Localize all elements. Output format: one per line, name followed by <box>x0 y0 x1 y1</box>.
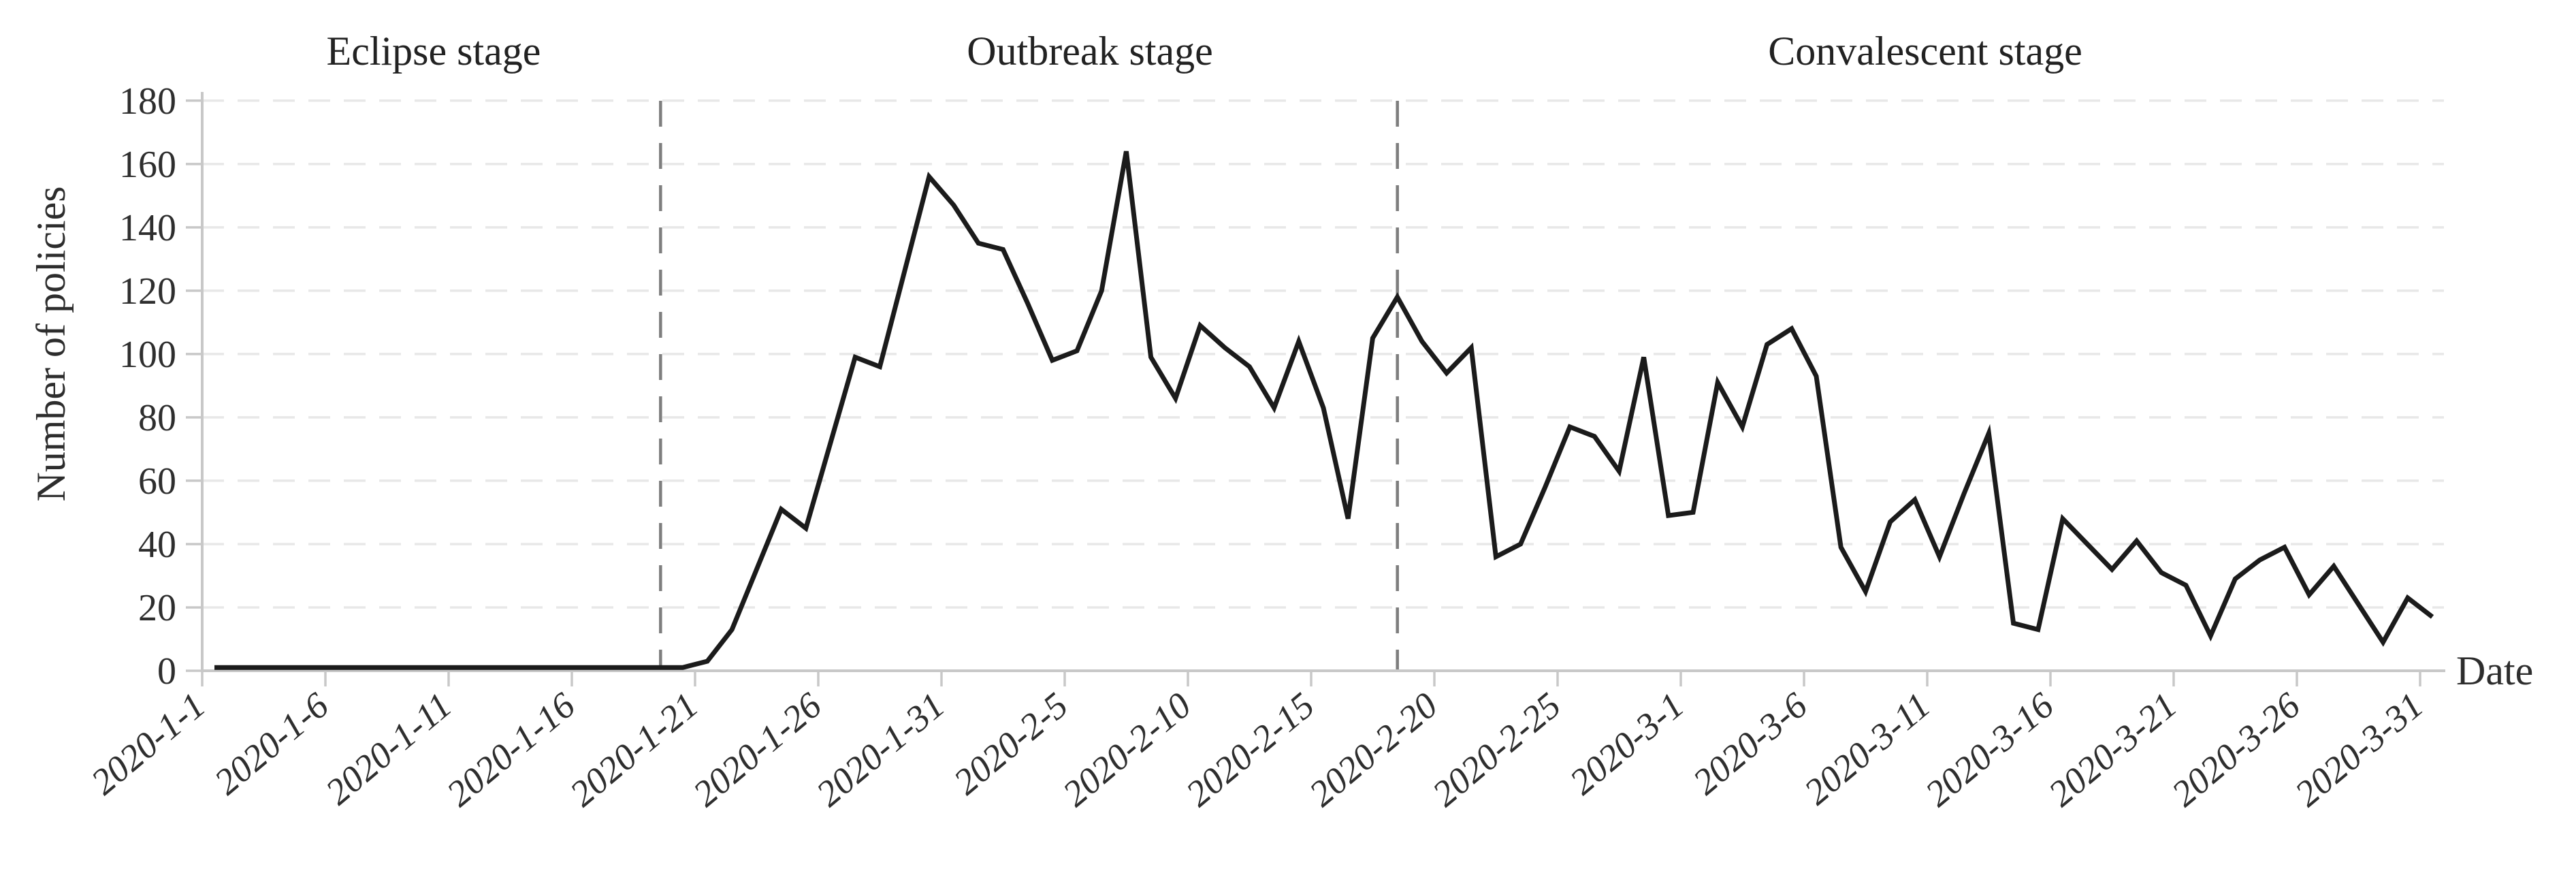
stage-label-outbreak: Outbreak stage <box>967 29 1213 74</box>
x-tick-label: 2020-1-11 <box>318 684 460 812</box>
y-axis-title: Number of policies <box>29 186 74 501</box>
y-tick-label: 80 <box>138 397 176 439</box>
number-of-policies-line <box>214 150 2434 670</box>
x-axis-ticks: 2020-1-12020-1-62020-1-112020-1-162020-1… <box>83 671 2431 814</box>
x-tick-label: 2020-2-25 <box>1425 684 1568 814</box>
x-tick-label: 2020-3-1 <box>1562 684 1691 802</box>
x-tick-label: 2020-2-10 <box>1055 684 1199 814</box>
y-tick-label: 60 <box>138 460 176 503</box>
x-tick-label: 2020-3-11 <box>1797 684 1938 812</box>
y-tick-label: 20 <box>138 587 176 629</box>
stage-label-convalescent: Convalescent stage <box>1768 29 2082 74</box>
y-tick-label: 0 <box>157 650 176 693</box>
x-tick-label: 2020-3-26 <box>2164 684 2308 814</box>
y-tick-label: 140 <box>119 207 176 249</box>
x-tick-label: 2020-3-6 <box>1685 684 1814 802</box>
x-axis-title: Date <box>2456 648 2533 693</box>
y-tick-label: 100 <box>119 334 176 376</box>
gridlines <box>202 99 2444 609</box>
x-tick-label: 2020-2-20 <box>1302 684 1445 814</box>
x-tick-label: 2020-1-16 <box>439 684 583 814</box>
stage-label-eclipse: Eclipse stage <box>327 29 541 74</box>
y-tick-label: 40 <box>138 524 176 566</box>
x-tick-label: 2020-1-6 <box>206 684 336 802</box>
x-tick-label: 2020-1-21 <box>562 684 706 814</box>
x-tick-label: 2020-1-26 <box>686 684 829 814</box>
x-tick-label: 2020-1-31 <box>809 684 952 814</box>
y-tick-label: 160 <box>119 144 176 186</box>
stage-divider-lines <box>659 101 1399 669</box>
series-number-of-policies <box>214 150 2434 670</box>
y-axis-ticks: 0 20 40 60 80 100 120 140 160 180 <box>119 80 201 693</box>
x-tick-label: 2020-1-1 <box>83 684 212 802</box>
y-tick-label: 120 <box>119 270 176 313</box>
x-tick-label: 2020-2-15 <box>1178 684 1322 814</box>
axes <box>201 92 2445 672</box>
y-tick-label: 180 <box>119 80 176 123</box>
x-tick-label: 2020-3-31 <box>2287 684 2431 814</box>
x-tick-label: 2020-3-21 <box>2041 684 2185 814</box>
x-tick-label: 2020-3-16 <box>1918 684 2061 814</box>
